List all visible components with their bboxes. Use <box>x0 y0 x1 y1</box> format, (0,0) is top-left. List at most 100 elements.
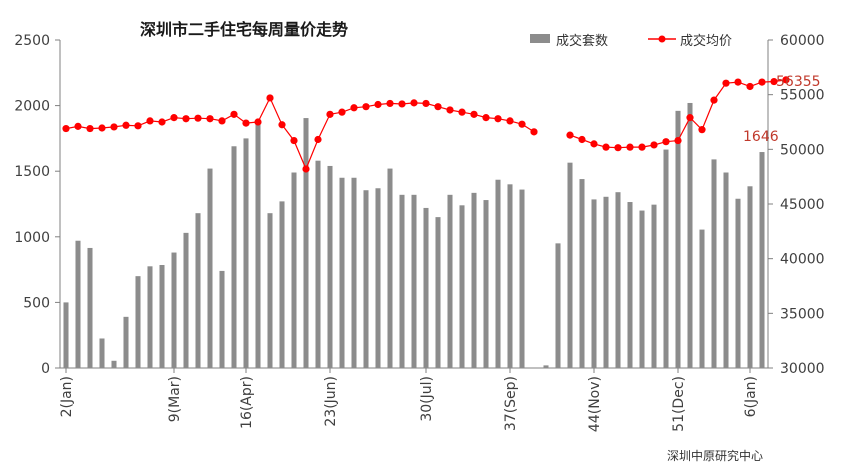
price-point <box>410 99 418 107</box>
right-y-tick-label: 60000 <box>780 33 825 49</box>
source-note: 深圳中原研究中心 <box>667 448 763 463</box>
volume-bar <box>363 190 369 368</box>
volume-bar <box>207 168 213 368</box>
volume-bar <box>603 196 609 368</box>
price-point <box>446 106 454 114</box>
volume-bar <box>471 192 477 368</box>
x-tick-label: 16(Apr) <box>239 376 255 429</box>
volume-bar <box>639 210 645 368</box>
volume-bar <box>135 276 141 368</box>
price-point <box>698 126 706 134</box>
price-point <box>434 103 442 111</box>
price-point <box>722 79 730 87</box>
plot-area: 0 500 1000 1500 2000 2500 30000 35000 40000 45000… <box>14 33 824 432</box>
price-point <box>86 124 94 133</box>
volume-bar <box>567 162 573 368</box>
price-point <box>110 123 118 131</box>
volume-bar <box>231 146 237 368</box>
price-point <box>746 82 754 91</box>
price-point <box>314 135 322 144</box>
volume-bar <box>555 243 561 368</box>
volume-bar <box>507 184 513 368</box>
price-point <box>170 114 178 122</box>
volume-bar <box>723 172 729 368</box>
price-point <box>674 136 682 145</box>
price-point <box>146 117 154 125</box>
x-tick-label: 51(Dec) <box>671 376 687 432</box>
right-y-tick-label: 50000 <box>780 142 825 158</box>
price-point <box>134 122 142 130</box>
price-point <box>578 135 586 144</box>
price-point <box>350 104 358 112</box>
volume-bar <box>615 192 621 368</box>
volume-bar <box>579 179 585 368</box>
x-tick-label: 44(Nov) <box>587 376 603 432</box>
volume-bar <box>519 189 525 368</box>
volume-bar <box>711 159 717 368</box>
volume-bar <box>447 194 453 368</box>
price-point <box>206 115 214 123</box>
left-y-tick-label: 500 <box>23 295 50 311</box>
price-point <box>290 136 298 145</box>
price-point <box>386 99 394 108</box>
right-y-tick-label: 35000 <box>780 306 825 322</box>
volume-bar <box>159 265 165 368</box>
price-point <box>506 117 514 125</box>
price-point <box>482 114 490 122</box>
price-point <box>758 78 766 86</box>
volume-bar <box>351 177 357 368</box>
price-point <box>422 99 430 108</box>
price-point <box>614 144 622 152</box>
volume-bar <box>267 213 273 368</box>
x-tick-label: 37(Sep) <box>503 376 519 431</box>
volume-bar <box>147 266 153 368</box>
volume-bar <box>279 201 285 368</box>
price-point <box>74 122 82 130</box>
price-point <box>158 118 166 126</box>
price-point <box>278 121 286 129</box>
volume-bar <box>483 200 489 368</box>
volume-bar <box>183 232 189 368</box>
price-data-label: 56355 <box>776 74 821 90</box>
x-tick-label: 2(Jan) <box>59 376 75 417</box>
price-point <box>710 96 718 104</box>
volume-bar <box>303 118 309 369</box>
price-point <box>98 124 106 132</box>
volume-bar <box>339 177 345 368</box>
price-point <box>398 100 406 108</box>
price-point <box>182 115 190 123</box>
legend-bar-swatch <box>530 34 550 43</box>
left-y-tick-label: 1500 <box>14 164 50 180</box>
price-point <box>254 118 262 126</box>
volume-bar <box>591 199 597 368</box>
chart-title: 深圳市二手住宅每周量价走势 <box>140 20 348 39</box>
price-point <box>638 143 646 151</box>
price-point <box>62 124 70 133</box>
x-tick-label: 30(Jul) <box>419 376 435 422</box>
price-point <box>266 94 274 102</box>
volume-bar <box>435 217 441 368</box>
price-point <box>302 165 310 173</box>
volume-bar <box>291 172 297 368</box>
price-point <box>122 121 130 129</box>
price-point <box>770 77 778 86</box>
price-point <box>602 143 610 151</box>
volume-bar <box>759 152 765 368</box>
volume-bar <box>459 205 465 368</box>
right-y-tick-label: 55000 <box>780 88 825 104</box>
volume-data-label: 1646 <box>743 129 779 145</box>
price-point <box>326 110 334 118</box>
volume-bar <box>399 194 405 368</box>
volume-bar <box>699 229 705 368</box>
volume-bar <box>219 270 225 368</box>
price-point <box>650 141 658 149</box>
price-point <box>218 117 226 125</box>
right-y-tick-label: 30000 <box>780 361 825 377</box>
price-point <box>782 76 790 84</box>
volume-bar <box>675 110 681 369</box>
price-point <box>590 140 598 148</box>
volume-bar <box>63 302 69 368</box>
volume-bar <box>411 194 417 368</box>
volume-bar <box>387 168 393 368</box>
price-point <box>374 100 382 109</box>
